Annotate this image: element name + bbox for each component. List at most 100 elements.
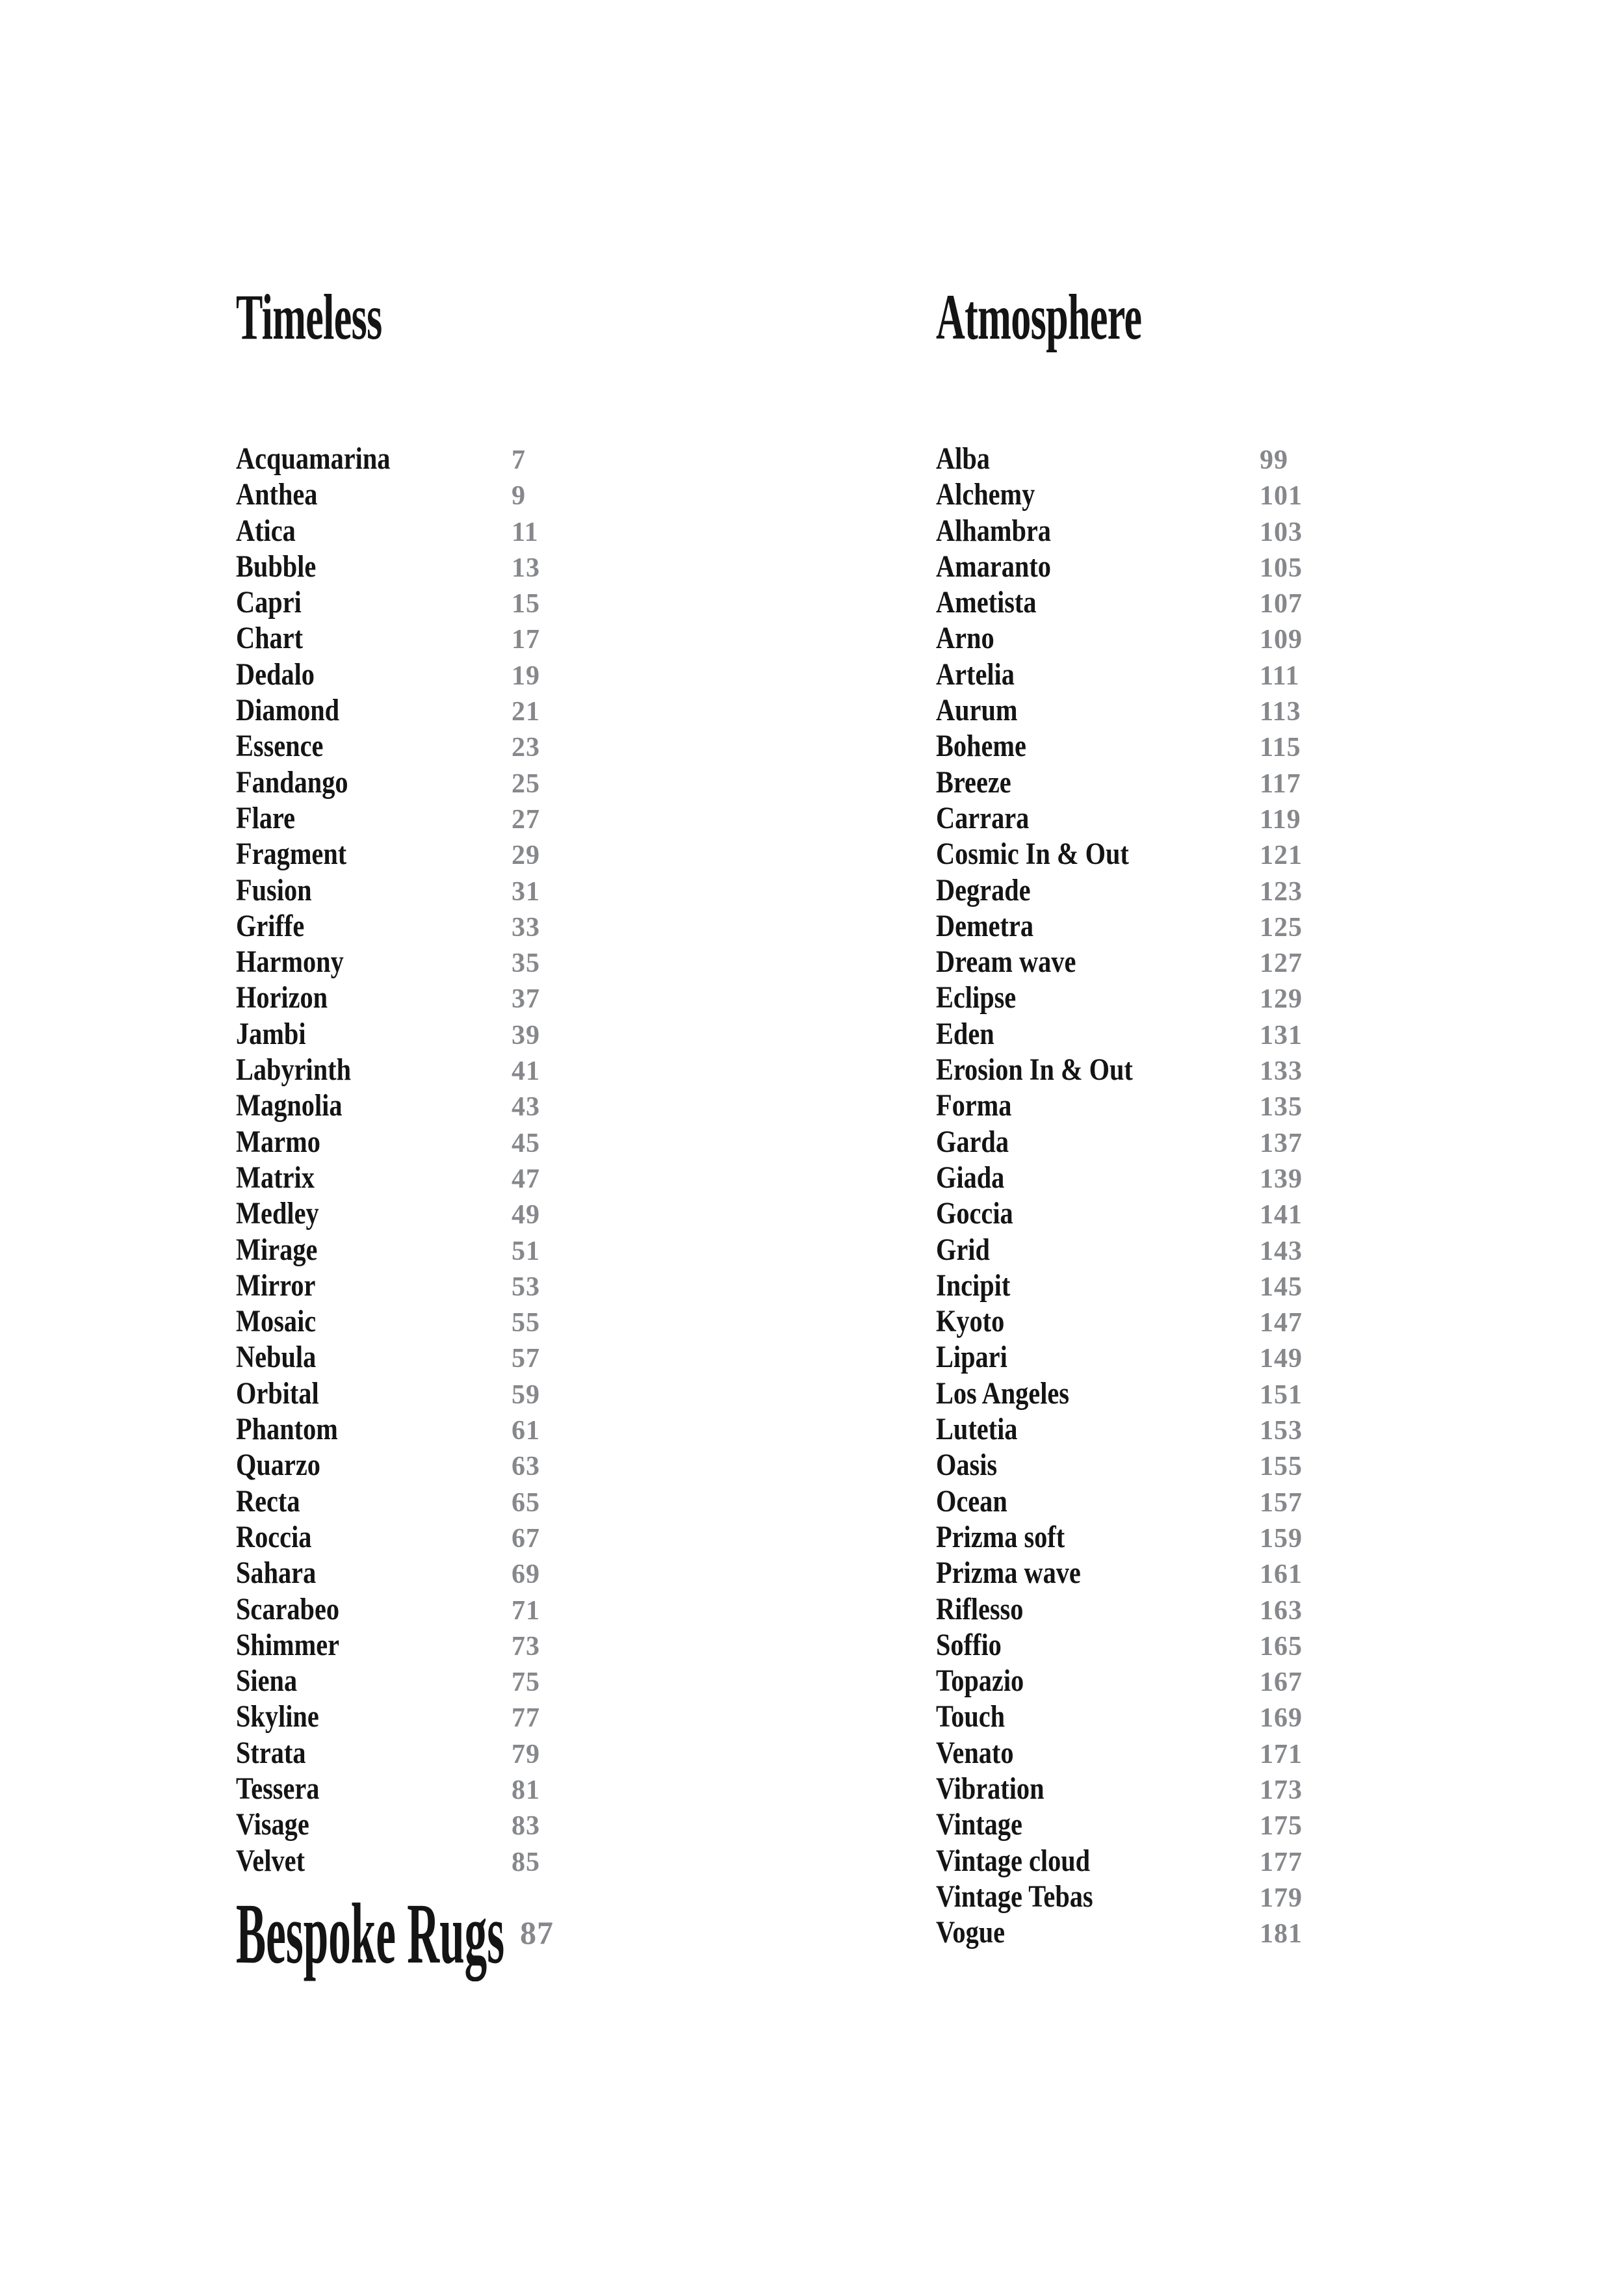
toc-entry-name: Arno bbox=[936, 621, 994, 656]
toc-entry-page-number: 115 bbox=[1260, 733, 1301, 763]
toc-entry-page-number: 9 bbox=[512, 481, 526, 512]
toc-entry-page-number: 173 bbox=[1260, 1775, 1303, 1805]
toc-entry-name: Lutetia bbox=[936, 1412, 1018, 1447]
toc-entry-name: Skyline bbox=[236, 1699, 319, 1734]
toc-entry-page-number: 73 bbox=[512, 1631, 540, 1662]
toc-entry-name: Flare bbox=[236, 800, 296, 835]
toc-entry-page-number: 11 bbox=[512, 517, 539, 547]
toc-entry-page-number: 119 bbox=[1260, 804, 1301, 835]
toc-entry-page-number: 59 bbox=[512, 1379, 540, 1410]
toc-entry-name: Venato bbox=[936, 1735, 1014, 1770]
toc-entry-page-number: 67 bbox=[512, 1523, 540, 1554]
toc-entry-name: Sahara bbox=[236, 1556, 317, 1591]
toc-entry-page-number: 141 bbox=[1260, 1200, 1303, 1231]
toc-entry-page-number: 77 bbox=[512, 1703, 540, 1734]
toc-entry-page-number: 79 bbox=[512, 1739, 540, 1769]
toc-entry-page-number: 23 bbox=[512, 733, 540, 763]
toc-entry-name: Topazio bbox=[936, 1663, 1024, 1699]
toc-entry-page-number: 175 bbox=[1260, 1811, 1303, 1842]
toc-entry-name: Degrade bbox=[936, 872, 1031, 907]
toc-entry-name: Velvet bbox=[236, 1843, 305, 1878]
toc-entry-name: Griffe bbox=[236, 908, 305, 943]
toc-entry-name: Carrara bbox=[936, 800, 1030, 835]
toc-entry-page-number: 45 bbox=[512, 1128, 540, 1158]
toc-entry-page-number: 65 bbox=[512, 1487, 540, 1518]
toc-entry-page-number: 31 bbox=[512, 876, 540, 907]
toc-entry-page-number: 33 bbox=[512, 912, 540, 943]
toc-entry-name: Ocean bbox=[936, 1483, 1007, 1519]
toc-entry-page-number: 145 bbox=[1260, 1272, 1303, 1302]
toc-entry-page-number: 179 bbox=[1260, 1883, 1303, 1913]
toc-entry-page-number: 17 bbox=[512, 625, 540, 655]
toc-entry-name: Fusion bbox=[236, 872, 312, 907]
toc-entry-page-number: 109 bbox=[1260, 625, 1303, 655]
toc-entry-name: Orbital bbox=[236, 1376, 319, 1411]
toc-entry-name: Phantom bbox=[236, 1412, 338, 1447]
toc-entry-page-number: 151 bbox=[1260, 1379, 1303, 1410]
toc-entry-page-number: 111 bbox=[1260, 660, 1300, 691]
toc-entry-name: Mirage bbox=[236, 1232, 318, 1267]
toc-entry-page-number: 25 bbox=[512, 768, 540, 799]
toc-entry-page-number: 143 bbox=[1260, 1236, 1303, 1266]
toc-entry-name: Medley bbox=[236, 1196, 319, 1231]
toc-entry-page-number: 149 bbox=[1260, 1344, 1303, 1374]
toc-entry-name: Dedalo bbox=[236, 657, 315, 692]
toc-entry-page-number: 121 bbox=[1260, 841, 1303, 871]
toc-entry-page-number: 85 bbox=[512, 1847, 540, 1877]
toc-entry-name: Eden bbox=[936, 1016, 994, 1051]
section-title-atmosphere: Atmosphere bbox=[936, 281, 1142, 353]
toc-entry-name: Mirror bbox=[236, 1268, 316, 1303]
toc-entry-page-number: 147 bbox=[1260, 1308, 1303, 1338]
toc-entry-name: Lipari bbox=[936, 1340, 1007, 1375]
toc-entry-name: Aurum bbox=[936, 693, 1018, 728]
toc-entry-name: Mosaic bbox=[236, 1304, 317, 1339]
toc-entry-name: Acquamarina bbox=[236, 441, 391, 476]
toc-entry-name: Kyoto bbox=[936, 1304, 1005, 1339]
toc-entry-name: Incipit bbox=[936, 1268, 1011, 1303]
toc-entry-name: Dream wave bbox=[936, 945, 1076, 980]
toc-entry-page-number: 81 bbox=[512, 1775, 540, 1805]
toc-entry-page-number: 41 bbox=[512, 1056, 540, 1087]
toc-entry-page-number: 133 bbox=[1260, 1056, 1303, 1087]
toc-entry-name: Tessera bbox=[236, 1771, 320, 1806]
toc-entry-name: Visage bbox=[236, 1807, 309, 1842]
toc-entry-page-number: 49 bbox=[512, 1200, 540, 1231]
toc-entry-page-number: 169 bbox=[1260, 1703, 1303, 1734]
toc-entry-name: Garda bbox=[936, 1124, 1009, 1159]
toc-entry-name: Vibration bbox=[936, 1771, 1045, 1806]
toc-entry-name: Prizma wave bbox=[936, 1556, 1081, 1591]
toc-entry-page-number: 57 bbox=[512, 1344, 540, 1374]
toc-entry-name: Demetra bbox=[936, 908, 1033, 943]
toc-entry-page-number: 101 bbox=[1260, 481, 1303, 512]
toc-entry-page-number: 159 bbox=[1260, 1523, 1303, 1554]
toc-entry-name: Marmo bbox=[236, 1124, 320, 1159]
toc-entry-name: Capri bbox=[236, 585, 302, 620]
toc-entry-name: Touch bbox=[936, 1699, 1006, 1734]
toc-entry-page-number: 7 bbox=[512, 445, 526, 475]
toc-entry-page-number: 129 bbox=[1260, 984, 1303, 1015]
toc-entry-page-number: 53 bbox=[512, 1272, 540, 1302]
toc-entry-name: Boheme bbox=[936, 729, 1026, 764]
toc-entry-page-number: 177 bbox=[1260, 1847, 1303, 1877]
toc-entry-page-number: 103 bbox=[1260, 517, 1303, 547]
toc-entry-page-number: 155 bbox=[1260, 1452, 1303, 1482]
toc-entry-name: Cosmic In & Out bbox=[936, 837, 1129, 872]
toc-entry-page-number: 27 bbox=[512, 804, 540, 835]
toc-entry-page-number: 117 bbox=[1260, 768, 1301, 799]
toc-entry-name: Diamond bbox=[236, 693, 340, 728]
toc-entry-name: Artelia bbox=[936, 657, 1015, 692]
toc-entry-name: Goccia bbox=[936, 1196, 1013, 1231]
toc-entry-name: Siena bbox=[236, 1663, 298, 1699]
toc-entry-name: Breeze bbox=[936, 764, 1011, 800]
toc-entry-name: Horizon bbox=[236, 980, 328, 1015]
toc-entry-name: Magnolia bbox=[236, 1088, 343, 1123]
toc-entry-page-number: 29 bbox=[512, 841, 540, 871]
toc-entry-page-number: 75 bbox=[512, 1667, 540, 1698]
toc-entry-page-number: 99 bbox=[1260, 445, 1288, 475]
toc-entry-page-number: 127 bbox=[1260, 948, 1303, 979]
toc-entry-name: Amaranto bbox=[936, 549, 1051, 584]
toc-entry-page-number: 163 bbox=[1260, 1595, 1303, 1626]
toc-entry-page-number: 113 bbox=[1260, 697, 1301, 727]
toc-entry-page-number: 107 bbox=[1260, 589, 1303, 620]
toc-entry-name: Fandango bbox=[236, 764, 348, 800]
